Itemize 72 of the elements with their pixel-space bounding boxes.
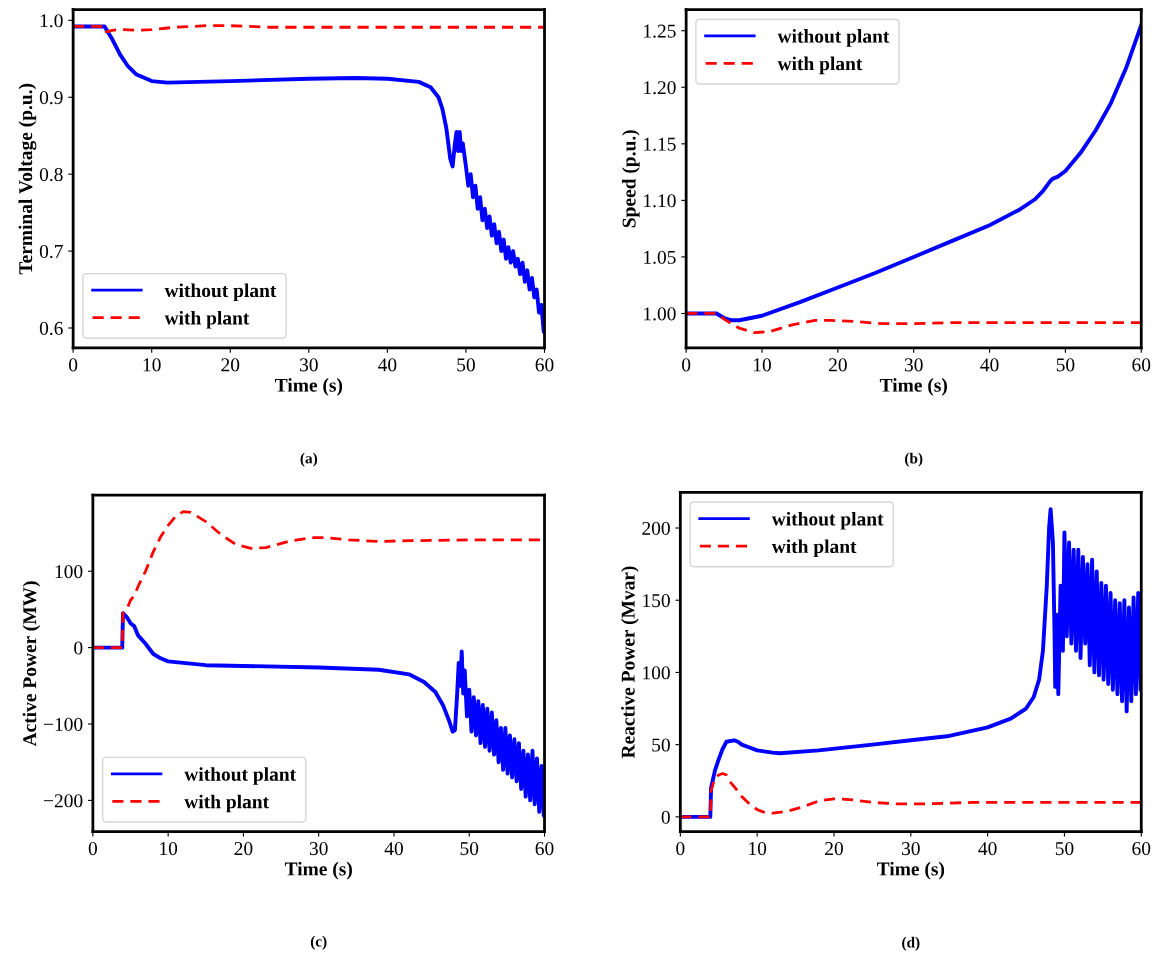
x-tick-label: 0 (676, 842, 685, 856)
x-tick-label: 0 (88, 842, 97, 856)
line-series (92, 611, 545, 818)
x-tick-label: 10 (143, 358, 161, 372)
line-series (73, 24, 545, 34)
y-axis-title: Active Power (MW) (22, 581, 41, 747)
x-tick-label: 60 (1132, 358, 1151, 372)
y-tick-label: 100 (643, 666, 670, 680)
legend-label: with plant (164, 310, 250, 329)
x-tick-label: 50 (457, 358, 475, 372)
x-tick-label: 50 (1055, 842, 1074, 856)
text: (c) (310, 935, 327, 950)
x-tick-label: 50 (1056, 358, 1075, 372)
line-series (680, 772, 1142, 819)
y-tick-label: 0 (74, 641, 83, 655)
y-tick-label: 1.00 (644, 307, 676, 321)
y-tick-label: 0.8 (39, 167, 63, 182)
x-tick-label: 20 (234, 842, 253, 856)
x-axis-title: Time (s) (284, 861, 352, 880)
x-tick-label: 0 (682, 358, 691, 372)
y-tick-label: 100 (55, 565, 83, 579)
legend-label: with plant (184, 794, 270, 813)
y-tick-label: 1.25 (644, 24, 676, 38)
legend-label: without plant (771, 511, 884, 530)
x-tick-label: 20 (825, 842, 843, 856)
x-tick-label: 50 (460, 842, 479, 856)
x-tick-label: 10 (160, 842, 178, 856)
y-tick-label: 1.10 (644, 194, 676, 208)
x-tick-label: 40 (978, 842, 997, 856)
line-series (680, 507, 1142, 819)
y-tick-label: 0.6 (39, 321, 63, 336)
x-tick-label: 20 (828, 358, 847, 372)
x-tick-label: 60 (535, 842, 554, 856)
legend-label: without plant (184, 767, 297, 785)
legend-label: with plant (771, 539, 857, 558)
y-tick-label: 50 (652, 738, 670, 752)
y-tick-label: 1.05 (644, 250, 676, 264)
y-tick-label: 1.0 (40, 14, 63, 28)
y-tick-label: 0 (661, 810, 670, 824)
x-tick-label: 40 (980, 358, 999, 372)
y-tick-label: 0.7 (39, 244, 63, 259)
legend-label: without plant (777, 29, 890, 47)
y-axis-title: Terminal Voltage (p.u.) (18, 83, 37, 275)
x-tick-label: 60 (535, 358, 554, 372)
text: (a) (300, 452, 318, 467)
x-tick-label: 30 (300, 358, 318, 372)
x-axis-title: Time (s) (879, 378, 947, 396)
legend-label: with plant (777, 56, 863, 75)
x-tick-label: 10 (753, 358, 771, 372)
x-tick-label: 30 (904, 358, 923, 372)
x-tick-label: 40 (384, 842, 403, 856)
y-tick-label: 1.15 (644, 137, 676, 151)
legend-label: without plant (164, 283, 277, 302)
y-tick-label: 150 (643, 594, 670, 608)
x-axis-title: Time (s) (876, 861, 945, 880)
line-series (686, 312, 1142, 335)
x-tick-label: 60 (1132, 842, 1151, 856)
x-tick-label: 30 (902, 842, 920, 856)
x-tick-label: 10 (749, 842, 767, 856)
text: (d) (902, 936, 920, 951)
text: (b) (905, 452, 923, 467)
x-tick-label: 30 (309, 842, 328, 856)
y-tick-label: −100 (44, 717, 83, 731)
y-axis-title: Speed (p.u.) (621, 130, 640, 228)
x-tick-label: 40 (378, 358, 397, 372)
y-tick-label: 200 (642, 521, 670, 535)
y-tick-label: −200 (44, 794, 83, 808)
y-tick-label: 0.9 (39, 91, 63, 105)
y-tick-label: 1.20 (644, 81, 676, 95)
y-axis-title: Reactive Power (Mvar) (621, 566, 639, 759)
x-axis-title: Time (s) (275, 378, 343, 396)
x-tick-label: 20 (221, 358, 240, 372)
